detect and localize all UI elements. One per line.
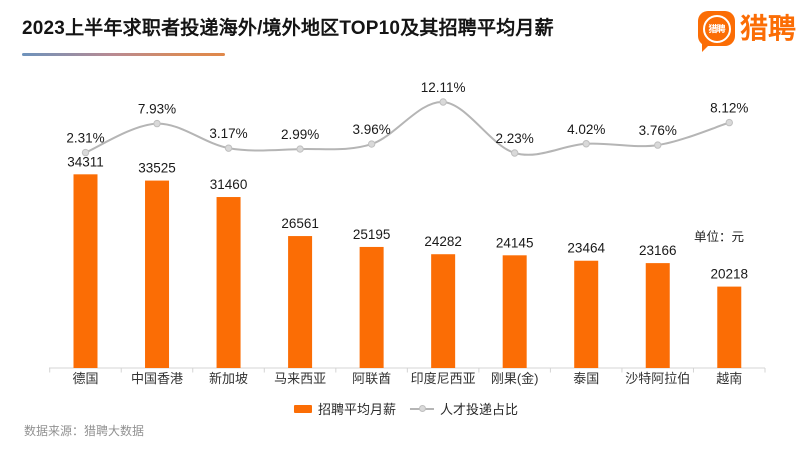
category-label: 阿联酋 [352,371,391,386]
category-label: 马来西亚 [274,371,326,386]
legend-item-share: 人才投递占比 [410,399,518,418]
category-label: 新加坡 [209,371,248,386]
percent-label: 3.96% [352,122,390,137]
category-label: 越南 [716,371,742,386]
bar-value-label: 26561 [281,216,319,231]
line-marker [224,144,233,152]
title-underline [22,53,225,56]
unit-label: 单位：元 [693,230,744,244]
bar-value-label: 24282 [424,234,462,249]
bar-value-label: 34311 [67,154,104,169]
line-marker [81,148,90,157]
legend-label: 人才投递占比 [440,402,519,417]
chart-legend: 招聘平均月薪 人才投递占比 [293,399,518,418]
category-label: 印度尼西亚 [411,371,476,386]
bar [359,246,384,368]
bar [645,263,670,368]
bar [431,254,456,368]
bar [73,174,98,368]
line-marker [296,145,304,153]
category-label: 德国 [72,371,98,386]
bar [145,180,170,368]
percent-label: 2.99% [281,127,319,142]
liepin-wordmark: 猎聘 [740,13,797,44]
line-marker [654,141,662,149]
logo-speech-tail [702,43,711,52]
bar [216,197,241,368]
bar-swatch-icon [293,404,312,413]
bar-value-label: 23166 [639,243,677,258]
liepin-logo: 猎聘 猎聘 [698,11,797,52]
line-marker [510,149,519,157]
percent-label: 8.12% [710,101,748,116]
percent-label: 3.17% [209,126,247,141]
bar-value-label: 23464 [567,241,605,256]
line-marker [439,98,447,106]
category-label: 沙特阿拉伯 [625,371,690,386]
bar-value-label: 24145 [496,235,534,250]
percent-label: 4.02% [567,122,605,137]
data-source-note: 数据来源：猎聘大数据 [24,424,145,438]
category-label: 泰国 [573,371,599,386]
logo-ring-text: 猎聘 [702,14,731,43]
bar-value-label: 20218 [710,267,748,282]
legend-item-salary: 招聘平均月薪 [293,399,396,418]
bar [502,255,527,368]
percent-label: 2.23% [496,131,534,146]
category-label: 中国香港 [131,371,183,386]
line-swatch-icon [410,405,434,412]
percent-label: 3.76% [639,123,677,138]
line-marker [725,118,733,127]
percent-label: 12.11% [421,80,466,95]
line-marker [582,140,590,148]
bar-value-label: 25195 [353,227,391,242]
percent-label: 7.93% [138,102,176,117]
bar [288,236,313,368]
page-title: 2023上半年求职者投递海外/境外地区TOP10及其招聘平均月薪 [22,18,554,39]
line-marker [153,119,161,128]
bar-value-label: 31460 [210,177,248,192]
bar-value-label: 33525 [138,161,176,176]
percent-label: 2.31% [66,131,104,146]
trend-line [85,100,730,156]
liepin-logo-icon: 猎聘 [698,11,735,52]
line-marker [367,140,376,148]
bar [574,260,599,368]
bar [717,286,742,368]
category-label: 刚果(金) [491,371,539,386]
legend-label: 招聘平均月薪 [317,402,396,417]
